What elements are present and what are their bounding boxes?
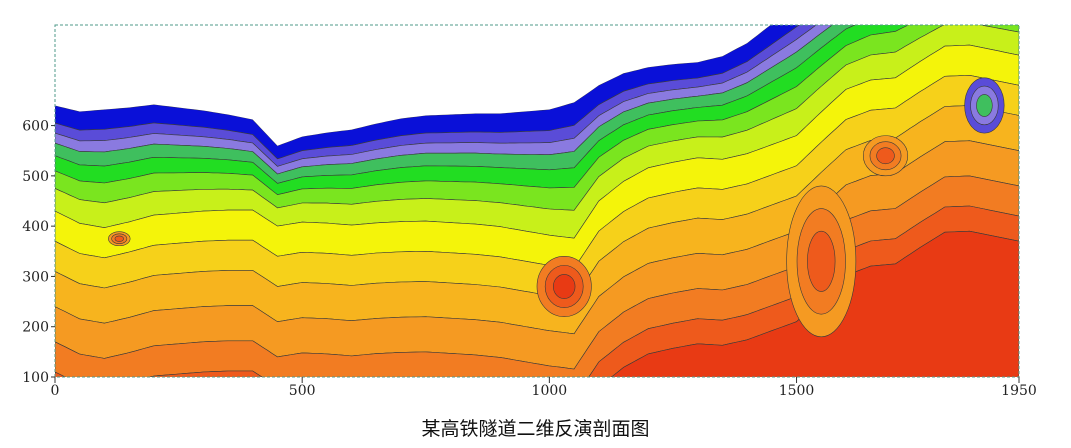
resistivity-bands: [55, 25, 1019, 377]
x-tick-label: 1000: [532, 383, 568, 399]
y-tick-label: 300: [22, 269, 49, 285]
y-tick-label: 500: [22, 169, 49, 185]
y-tick-label: 200: [22, 320, 49, 336]
y-tick-label: 100: [22, 370, 49, 386]
y-axis: 100 200 300 400 500 600: [22, 119, 55, 386]
plot-frame: [54, 24, 1020, 378]
y-tick-label: 600: [22, 119, 49, 135]
x-tick-label: 500: [289, 383, 316, 399]
chart-title: 某高铁隧道二维反演剖面图: [421, 418, 650, 440]
x-axis: 0 500 1000 1500 1950: [51, 377, 1037, 399]
anomaly-4-ring-2: [976, 94, 993, 117]
anomaly-1-ring-2: [807, 230, 836, 292]
x-tick-label: 0: [51, 383, 60, 399]
resistivity-anomalies: [108, 77, 1005, 338]
inversion-section-chart: 0 500 1000 1500 1950 100 200 300 400 500 600: [22, 24, 1037, 399]
sky-area: [55, 25, 1019, 146]
x-tick-label: 1500: [779, 383, 815, 399]
anomaly-3-ring-2: [114, 235, 124, 242]
y-tick-label: 400: [22, 219, 49, 235]
anomaly-2-ring-2: [876, 147, 895, 165]
resistivity-band-11: [55, 175, 1019, 377]
anomaly-0-ring-2: [553, 274, 576, 299]
x-tick-label: 1950: [1001, 383, 1037, 399]
